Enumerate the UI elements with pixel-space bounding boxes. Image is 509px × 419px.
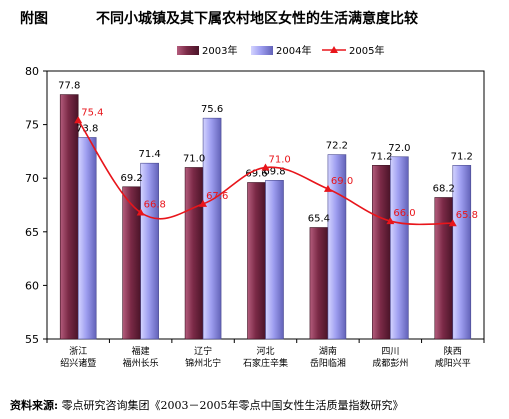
x-tick-label: 绍兴诸暨: [60, 357, 96, 369]
x-tick-label: 福州长乐: [123, 357, 159, 369]
bar-2003: [247, 182, 266, 340]
point-2005: [448, 219, 457, 227]
data-label-2003: 69.2: [121, 173, 143, 184]
data-label-2005: 75.4: [81, 107, 103, 118]
source-label: 资料来源:: [10, 399, 59, 412]
bar-2004: [140, 162, 159, 340]
x-tick-label: 岳阳临湘: [310, 357, 346, 369]
y-tick-label: 60: [25, 279, 39, 292]
bar-2004: [390, 156, 409, 340]
data-label-2005: 69.0: [331, 176, 353, 187]
data-label-2004: 71.2: [451, 151, 473, 162]
bar-2003: [309, 227, 329, 340]
figure-label: 附图: [20, 11, 48, 27]
bar-2004: [202, 117, 222, 340]
x-tick-label: 四川: [381, 347, 399, 357]
y-tick-label: 70: [25, 172, 39, 185]
bar-2004: [452, 165, 472, 340]
bar-2003: [372, 165, 391, 340]
x-tick-label: 福建: [132, 345, 150, 357]
source-note: 资料来源: 零点研究咨询集团《2003－2005年零点中国女性生活质量指数研究》: [10, 397, 404, 413]
x-tick-label: 石家庄辛集: [243, 357, 288, 369]
x-tick-label: 成都彭州: [372, 357, 408, 369]
point-2005: [74, 116, 83, 124]
bar-2004: [327, 154, 347, 340]
legend-marker-2005: [330, 46, 338, 53]
chart-title: 附图 不同小城镇及其下属农村地区女性的生活满意度比较: [0, 8, 509, 28]
data-label-2004: 71.4: [139, 149, 161, 160]
x-tick-label: 辽宁: [194, 345, 212, 357]
y-tick-label: 55: [25, 333, 39, 346]
title-text: 不同小城镇及其下属农村地区女性的生活满意度比较: [96, 11, 418, 27]
x-tick-label: 陕西: [444, 345, 462, 357]
data-label-2005: 71.0: [269, 154, 291, 165]
point-2005: [386, 217, 395, 225]
x-tick-label: 锦州北宁: [185, 357, 221, 369]
data-label-2003: 68.2: [433, 183, 455, 194]
data-label-2003: 69.6: [245, 168, 267, 179]
data-label-2004: 69.8: [263, 166, 285, 177]
x-tick-label: 浙江: [69, 345, 87, 357]
data-label-2004: 75.6: [201, 104, 223, 115]
bar-2003: [434, 197, 454, 340]
source-text: 零点研究咨询集团《2003－2005年零点中国女性生活质量指数研究》: [61, 399, 404, 412]
y-tick-label: 75: [25, 119, 39, 132]
x-tick-label: 河北: [256, 345, 274, 357]
legend-label-2004: 2004年: [276, 44, 311, 57]
data-label-2004: 72.0: [388, 143, 410, 154]
bar-2004: [265, 180, 284, 340]
point-2005: [136, 208, 145, 216]
x-tick-label: 咸阳兴平: [435, 357, 471, 369]
data-label-2004: 73.8: [76, 123, 98, 134]
y-tick-label: 80: [25, 65, 39, 78]
point-2005: [323, 184, 332, 192]
legend-label-2003: 2003年: [202, 44, 237, 57]
data-label-2003: 77.8: [58, 81, 80, 92]
data-label-2003: 65.4: [308, 214, 330, 225]
legend-swatch-2003: [177, 46, 199, 55]
point-2005: [261, 163, 270, 171]
legend-swatch-2004: [251, 46, 273, 55]
data-label-2005: 66.0: [393, 208, 415, 219]
point-2005: [199, 199, 208, 207]
y-tick-label: 65: [25, 226, 39, 239]
data-label-2003: 71.2: [370, 151, 392, 162]
x-tick-label: 湖南: [319, 345, 337, 357]
bar-2004: [77, 137, 97, 340]
data-label-2005: 66.8: [144, 200, 166, 211]
data-label-2005: 67.6: [206, 191, 228, 202]
data-label-2003: 71.0: [183, 153, 205, 164]
bar-2003: [184, 167, 204, 340]
data-label-2005: 65.8: [456, 210, 478, 221]
legend-label-2005: 2005年: [349, 44, 384, 57]
data-label-2004: 72.2: [326, 141, 348, 152]
